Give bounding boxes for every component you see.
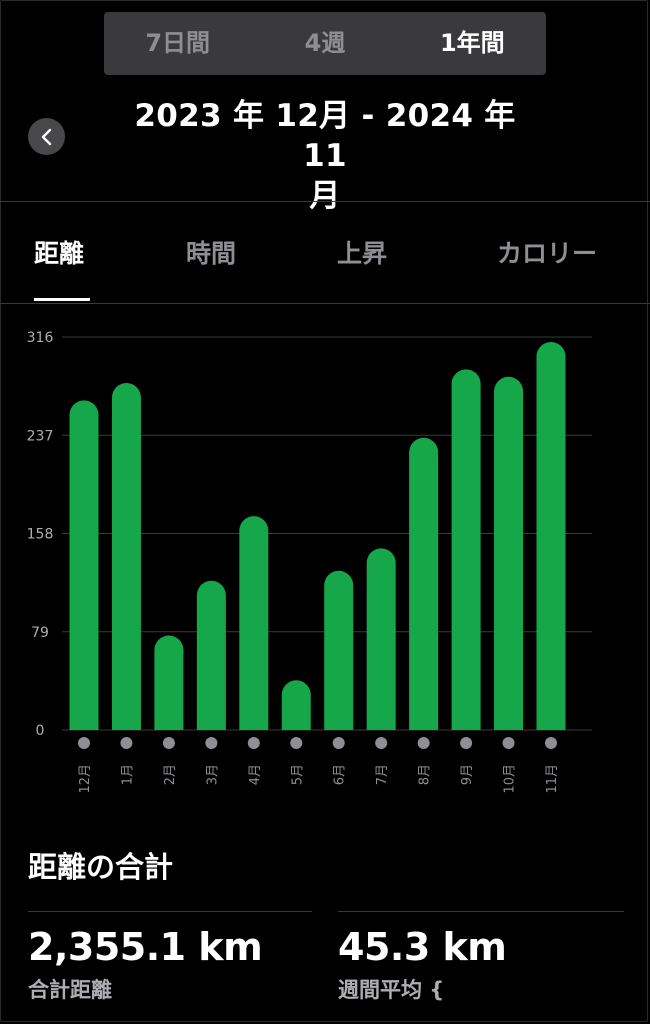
bar-12	[536, 341, 566, 730]
x-tick-label: 6月	[333, 764, 348, 785]
summary-divider-left	[28, 911, 312, 912]
x-tick-label: 7月	[375, 764, 390, 785]
date-range-title: 2023 年 12月 - 2024 年 11 月	[120, 96, 530, 216]
x-tick-label: 4月	[248, 764, 263, 785]
x-marker-dot	[120, 737, 133, 749]
x-tick-label: 2月	[163, 764, 178, 785]
tab-time[interactable]: 時間	[186, 239, 237, 268]
bar-3	[154, 635, 184, 730]
y-tick-label: 237	[27, 428, 54, 444]
x-tick-label: 5月	[290, 764, 305, 785]
back-button[interactable]	[28, 118, 65, 155]
bar-6	[281, 680, 311, 730]
x-tick-label: 8月	[418, 764, 433, 785]
total-distance-label: 合計距離	[28, 978, 112, 1002]
y-tick-label: 158	[27, 527, 54, 543]
bar-10	[451, 369, 481, 730]
summary-title: 距離の合計	[28, 850, 174, 884]
x-tick-label: 1月	[120, 764, 135, 785]
x-marker-dot	[290, 737, 303, 749]
range-tab-4-weeks[interactable]: 4週	[304, 29, 346, 57]
tabs-divider	[0, 303, 650, 304]
x-tick-label: 10月	[503, 764, 518, 794]
bar-5	[239, 516, 269, 730]
bar-2	[111, 383, 141, 730]
bar-9	[409, 437, 439, 730]
date-range-line-1: 2023 年 12月 - 2024 年 11	[134, 98, 516, 174]
x-tick-label: 11月	[545, 764, 560, 794]
y-tick-label: 79	[31, 625, 49, 641]
metric-tabs: 距離 時間 上昇 カロリー	[0, 214, 650, 304]
x-marker-dot	[332, 737, 345, 749]
y-tick-label: 316	[27, 330, 54, 346]
range-tab-7-days[interactable]: 7日間	[145, 29, 211, 57]
x-tick-label: 3月	[205, 764, 220, 785]
x-marker-dot	[78, 737, 90, 749]
bar-8	[366, 548, 396, 730]
header-divider	[0, 201, 650, 202]
tab-calories[interactable]: カロリー	[497, 239, 598, 268]
range-tab-1-year[interactable]: 1年間	[439, 29, 505, 57]
chevron-left-icon	[41, 128, 51, 145]
y-tick-label: 0	[36, 723, 45, 739]
x-marker-dot	[162, 737, 175, 749]
x-tick-label: 12月	[78, 764, 93, 794]
bar-7	[324, 570, 354, 730]
x-marker-dot	[460, 737, 473, 749]
time-range-selector: 7日間 4週 1年間	[104, 12, 546, 75]
tab-distance[interactable]: 距離	[34, 239, 85, 268]
weekly-average-value: 45.3 km	[338, 925, 507, 969]
x-marker-dot	[545, 737, 557, 749]
weekly-average-label: 週間平均 {	[338, 978, 445, 1002]
x-marker-dot	[502, 737, 515, 749]
bar-4	[196, 580, 226, 730]
date-range-line-2: 月	[309, 178, 341, 214]
x-marker-dot	[417, 737, 430, 749]
distance-bar-chart: 0 79 158 237 316 12月 1月 2月 3月 4月 5月 6月 7月 8月 9月 10月 11月	[27, 330, 592, 794]
tab-elevation[interactable]: 上昇	[337, 239, 388, 268]
x-marker-dot	[375, 737, 388, 749]
active-tab-indicator	[34, 298, 90, 301]
bar-1	[69, 400, 99, 730]
total-distance-value: 2,355.1 km	[28, 925, 263, 969]
bar-11	[494, 376, 524, 730]
x-marker-dot	[247, 737, 260, 749]
summary-divider-right	[338, 911, 624, 912]
x-marker-dot	[205, 737, 218, 749]
x-tick-label: 9月	[460, 764, 475, 785]
